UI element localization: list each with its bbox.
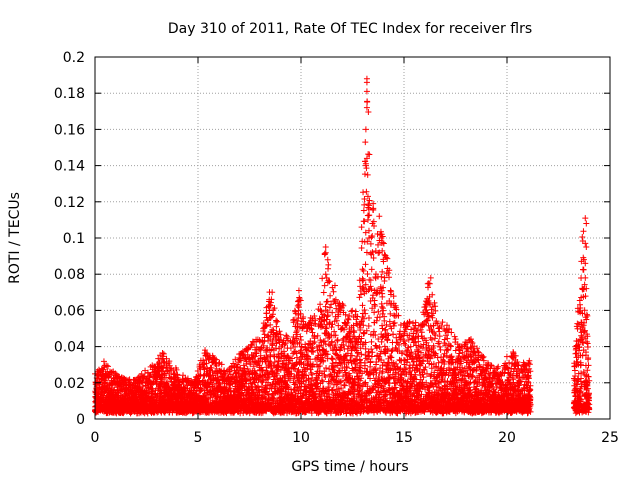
roti-point <box>136 384 143 391</box>
data-points <box>92 75 593 417</box>
roti-point <box>159 376 166 383</box>
roti-point <box>126 376 133 383</box>
roti-point <box>105 363 112 370</box>
roti-point <box>160 350 167 357</box>
roti-point <box>100 358 107 365</box>
roti-point <box>152 387 159 394</box>
roti-point <box>102 379 109 386</box>
roti-point <box>103 362 110 369</box>
roti-point <box>158 387 165 394</box>
roti-point <box>160 358 167 365</box>
roti-point <box>160 364 167 371</box>
roti-point <box>101 380 108 387</box>
roti-point <box>139 383 146 390</box>
roti-point <box>165 370 172 377</box>
